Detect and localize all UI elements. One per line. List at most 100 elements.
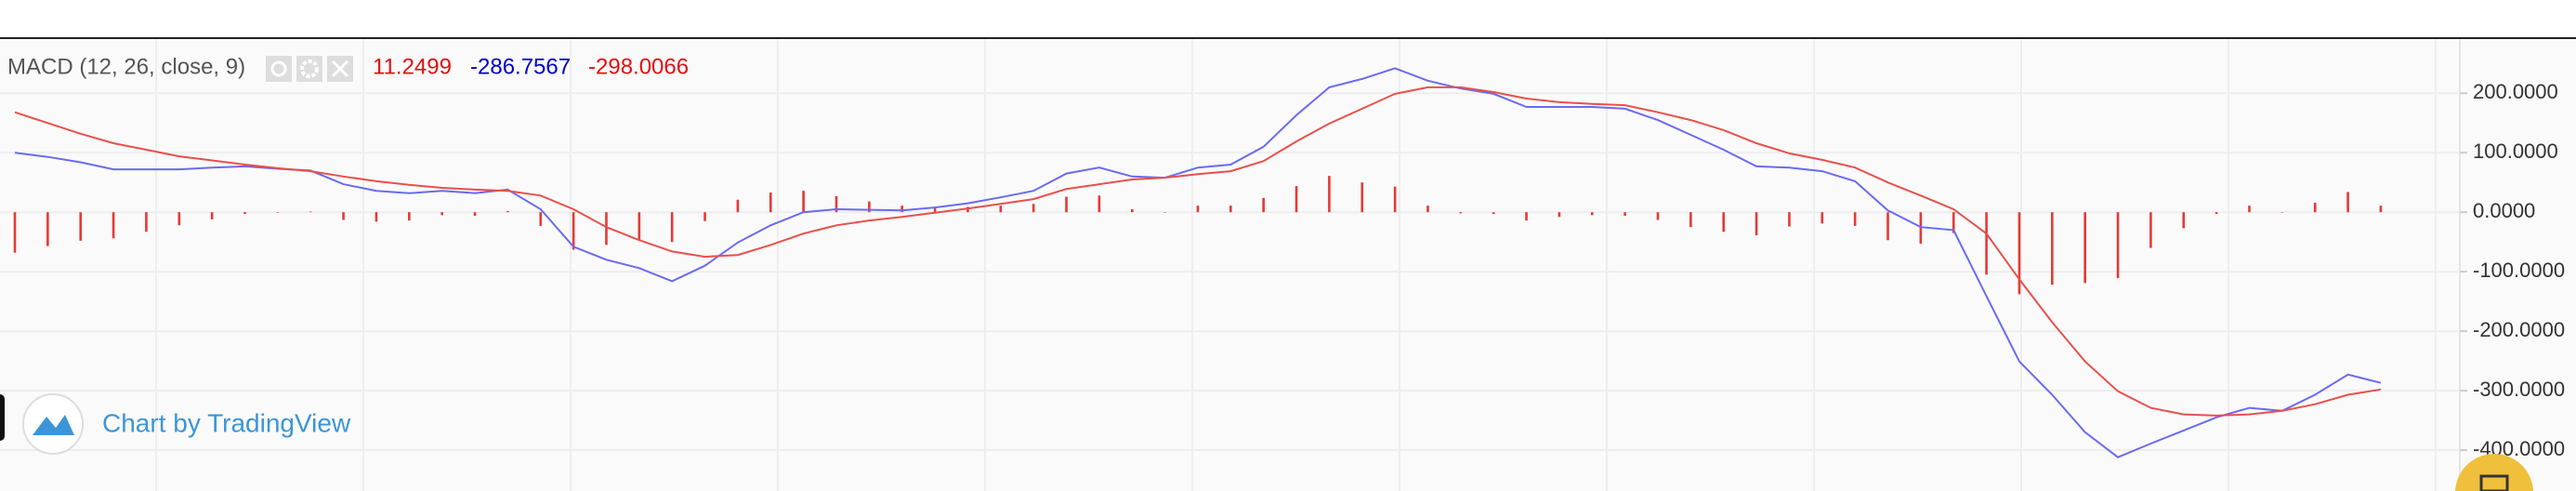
histogram-bar — [1130, 208, 1134, 213]
gear-icon — [300, 60, 319, 78]
histogram-bar — [2280, 212, 2284, 213]
histogram-bar — [539, 212, 543, 226]
histogram-bar — [1032, 204, 1035, 213]
histogram-bar — [1229, 206, 1232, 213]
histogram-bar — [506, 210, 509, 213]
histogram-bar — [1952, 212, 1955, 233]
histogram-bar — [1525, 212, 1528, 221]
histogram-bar — [177, 212, 181, 226]
histogram-bar — [1196, 206, 1200, 213]
histogram-bar — [440, 212, 443, 216]
histogram-bar — [605, 212, 608, 246]
top-strip — [0, 0, 2576, 38]
histogram-bar — [2313, 202, 2317, 213]
chat-icon — [2479, 474, 2509, 491]
histogram-bar — [1689, 212, 1692, 228]
histogram-bar — [868, 201, 871, 213]
histogram-bar — [1492, 212, 1495, 215]
histogram-bar — [1853, 212, 1857, 226]
histogram-bar — [670, 212, 674, 243]
histogram-bar — [210, 212, 214, 219]
eye-icon — [270, 60, 287, 77]
histogram-bar — [1623, 212, 1626, 217]
histogram-bar — [736, 199, 740, 213]
histogram-bar — [2017, 212, 2021, 295]
histogram-bar — [933, 206, 937, 213]
watermark[interactable]: Chart by TradingView — [102, 408, 351, 437]
histogram-bar — [835, 195, 838, 213]
histogram-bar — [46, 212, 49, 246]
histogram-bar — [309, 211, 312, 213]
histogram-bar — [966, 206, 969, 213]
marks — [13, 67, 2383, 458]
histogram-bar — [1459, 212, 1463, 214]
histogram-bar — [2248, 206, 2251, 213]
histogram-bar — [703, 212, 706, 221]
histogram-bar — [1360, 182, 1364, 213]
histogram-bar — [2379, 206, 2383, 213]
histogram-bar — [1065, 196, 1068, 213]
histogram-bar — [2083, 212, 2086, 284]
legend-value: -298.0066 — [588, 54, 689, 79]
close-icon — [331, 60, 349, 78]
histogram-bar — [1328, 176, 1331, 213]
visibility-button[interactable] — [266, 56, 292, 82]
legend: MACD (12, 26, close, 9) 11.2499 -286.756… — [7, 54, 689, 82]
histogram-bar — [2149, 212, 2152, 248]
histogram-bar — [1097, 195, 1101, 213]
histogram-bar — [1163, 212, 1166, 213]
histogram-bar — [900, 206, 904, 213]
histogram-bar — [2051, 212, 2054, 285]
histogram-bar — [1656, 212, 1660, 220]
histogram-bar — [1295, 186, 1298, 213]
y-tick-label: -300.0000 — [2473, 378, 2565, 401]
histogram-bar — [112, 212, 115, 239]
histogram-bar — [1788, 212, 1791, 227]
histogram-bar — [276, 212, 280, 213]
histogram-bar — [145, 212, 148, 232]
histogram-bar — [637, 212, 641, 241]
histogram-bar — [1722, 212, 1726, 232]
histogram-bar — [408, 212, 411, 221]
histogram-bar — [79, 212, 83, 241]
histogram-bar — [473, 212, 477, 217]
histogram-bar — [243, 212, 246, 215]
pane-background — [0, 39, 2576, 491]
histogram-bar — [1426, 206, 1429, 213]
histogram-bar — [999, 206, 1003, 213]
legend-value: -286.7567 — [470, 54, 571, 79]
histogram-bar — [1755, 212, 1758, 236]
histogram-bar — [802, 191, 805, 213]
histogram-bar — [2116, 212, 2120, 279]
y-tick-label: 0.0000 — [2473, 199, 2535, 222]
y-tick-label: 200.0000 — [2473, 80, 2558, 103]
chat-button[interactable] — [2455, 454, 2533, 491]
histogram-bar — [1590, 212, 1594, 216]
histogram-bar — [1262, 197, 1265, 213]
histogram-bar — [13, 212, 17, 253]
histogram-bar — [1820, 212, 1824, 224]
y-tick-label: -100.0000 — [2473, 259, 2565, 282]
logo-circle[interactable] — [22, 393, 84, 455]
histogram-bar — [1393, 186, 1397, 213]
histogram-bar — [375, 212, 378, 222]
histogram-bar — [1557, 212, 1561, 218]
histogram-bar — [2215, 212, 2218, 215]
y-tick-label: 100.0000 — [2473, 139, 2558, 163]
line-series — [14, 86, 2382, 417]
histogram-bar — [2346, 192, 2349, 213]
histogram-bar — [342, 212, 345, 220]
y-tick-label: -200.0000 — [2473, 318, 2565, 341]
indicator-name: MACD (12, 26, close, 9) — [7, 54, 245, 79]
line-series — [14, 67, 2382, 458]
logo-icon — [33, 415, 74, 435]
legend-value: 11.2499 — [373, 54, 452, 79]
histogram-bar — [2182, 212, 2186, 229]
histogram-bar — [1886, 212, 1889, 241]
histogram-bar — [572, 212, 575, 250]
histogram-bar — [769, 192, 772, 213]
side-tab[interactable] — [0, 394, 5, 441]
histogram-bar — [1985, 212, 1988, 275]
